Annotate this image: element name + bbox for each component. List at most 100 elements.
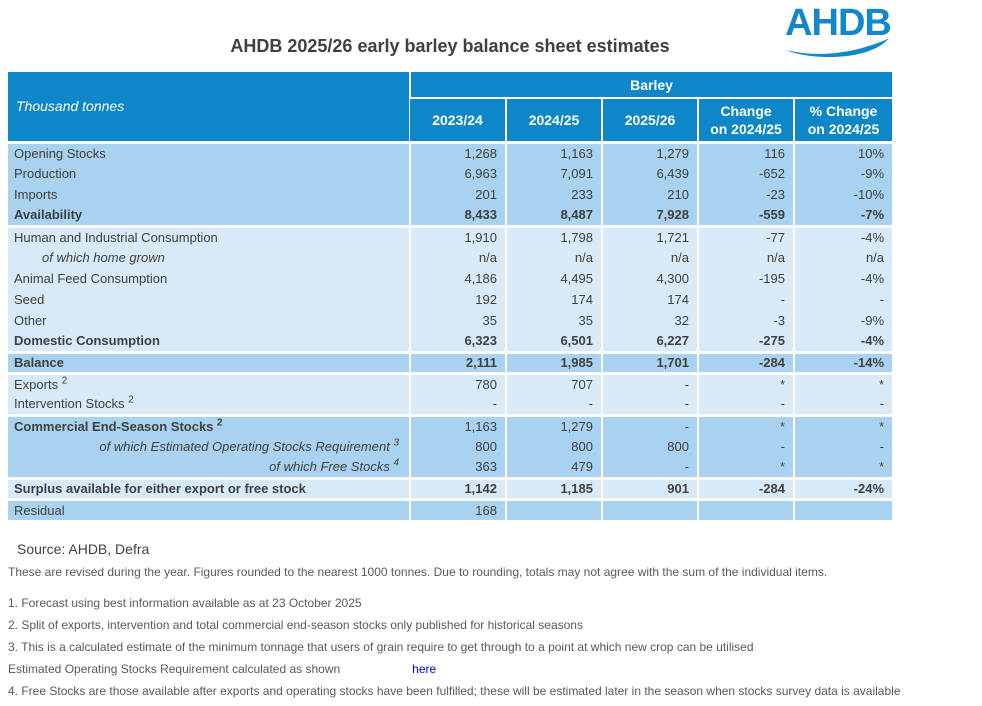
footnote: 2. Split of exports, intervention and to… [8,618,583,632]
table-row: Balance 2,111 1,985 1,701 -284 -14% [8,350,893,373]
row-label: Other [8,310,410,331]
cell-value [697,497,794,520]
row-label: Surplus available for either export or f… [8,476,410,499]
cell-value: -195 [697,268,794,289]
cell-value: 1,279 [505,413,602,436]
table-row: Other 35 35 32 -3 -9% [8,310,893,331]
cell-value: - [409,394,506,415]
footnote-ref: 4 [393,457,399,469]
cell-value: 6,323 [409,331,506,352]
row-label: Imports [8,184,410,205]
row-label: Commercial End-Season Stocks 2 [8,413,410,436]
here-link[interactable]: here [412,662,437,676]
cell-value: * [792,457,893,478]
column-header-2: 2024/25 [505,97,602,142]
cell-value: 6,501 [505,331,602,352]
row-label: Opening Stocks [8,140,410,163]
column-header-1: 2023/24 [410,97,506,142]
cell-value: 1,798 [505,224,602,247]
cell-value: 6,439 [601,163,698,184]
cell-value: -4% [792,331,893,352]
table-row: Domestic Consumption 6,323 6,501 6,227 -275-… [8,331,893,352]
footnote-ref: 2 [217,417,223,429]
cell-value: -652 [697,163,794,184]
cell-value: 35 [409,310,506,331]
cell-value: 4,495 [505,268,602,289]
cell-value: -9% [792,310,893,331]
row-label: Availability [8,205,410,226]
cell-value: 168 [409,497,506,520]
table-row: Human and Industrial Consumption 1,910 1,7… [8,224,893,247]
table-row: Opening Stocks 1,268 1,163 1,279 116 10% [8,140,893,163]
row-label: Exports 2 [8,371,410,394]
cell-value [505,497,602,520]
cell-value: * [697,413,794,436]
page-title: AHDB 2025/26 early barley balance sheet … [230,36,670,56]
cell-value: 8,433 [409,205,506,226]
cell-value: - [601,457,698,478]
cell-value [792,497,893,520]
cell-value: - [792,289,893,310]
cell-value: 1,142 [409,476,506,499]
row-label: of which home grown [8,247,410,268]
cell-value [601,497,698,520]
cell-value: 201 [409,184,506,205]
cell-value: 4,300 [601,268,698,289]
cell-value: 174 [601,289,698,310]
cell-value: 6,227 [601,331,698,352]
cell-value: * [792,413,893,436]
cell-value: - [601,394,698,415]
balance-sheet-table: Thousand tonnes Barley 2023/24 2024/25 202… [8,72,893,520]
cell-value: n/a [505,247,602,268]
column-header-row: 2023/24 2024/25 2025/26 Change on 2024/25% … [8,97,893,142]
cell-value: 479 [505,457,602,478]
cell-value: - [697,436,794,457]
table-row: of which home grown n/a n/a n/a n/a n/a [8,247,893,268]
table-row: Exports 2 780 707- * * [8,371,893,394]
row-label: of which Estimated Operating Stocks Requ… [8,436,410,457]
cell-value: -275 [697,331,794,352]
column-header-5: % Change on 2024/25 [792,97,893,142]
row-label: Animal Feed Consumption [8,268,410,289]
footnote-ref: 2 [61,375,68,387]
cell-value: -24% [792,476,893,499]
cell-value: -77 [697,224,794,247]
cell-value: - [792,394,893,415]
row-label: Production [8,163,410,184]
cell-value: 2,111 [409,350,506,373]
cell-value: 1,185 [505,476,602,499]
cell-value: 1,910 [409,224,506,247]
cell-value: -4% [792,268,893,289]
cell-value: 800 [505,436,602,457]
cell-value: -3 [697,310,794,331]
cell-value: 363 [409,457,506,478]
cell-value: n/a [409,247,506,268]
table-row: Residual 168 [8,497,893,520]
cell-value: 233 [505,184,602,205]
footnotes: These are revised during the year. Figur… [8,565,980,706]
footnote: 4. Free Stocks are those available after… [8,684,901,698]
cell-value: * [697,371,794,394]
column-header-3: 2025/26 [601,97,698,142]
row-label: Seed [8,289,410,310]
cell-value: 8,487 [505,205,602,226]
unit-label: Thousand tonnes [8,72,410,142]
footnote-ref: 2 [128,394,134,406]
cell-value: 1,163 [505,140,602,163]
table-row: Animal Feed Consumption 4,186 4,495 4,300 -1… [8,268,893,289]
cell-value: -284 [697,350,794,373]
row-label: Balance [8,350,410,373]
cell-value: n/a [601,247,698,268]
table-row: of which Estimated Operating Stocks Requ… [8,436,893,457]
column-header-4: Change on 2024/25 [697,97,794,142]
cell-value: -4% [792,224,893,247]
cell-value: 4,186 [409,268,506,289]
cell-value: * [697,457,794,478]
footnote: These are revised during the year. Figur… [8,565,828,579]
cell-value: 800 [601,436,698,457]
table-row: Intervention Stocks 2----- [8,394,893,415]
cell-value: 1,701 [601,350,698,373]
cell-value: 35 [505,310,602,331]
ahdb-logo: AHDB [784,4,892,57]
cell-value: 780 [409,371,506,394]
